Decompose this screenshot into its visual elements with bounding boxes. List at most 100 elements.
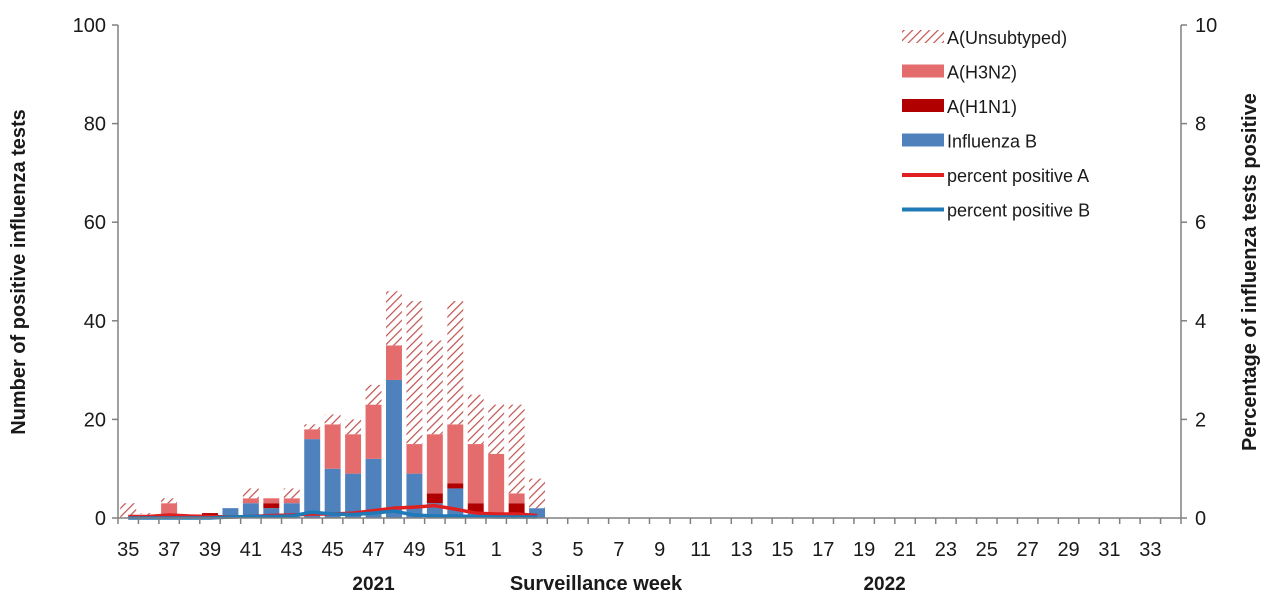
x-tick-label: 39 (199, 539, 221, 561)
x-tick-label: 29 (1057, 539, 1079, 561)
y-tick-label: 40 (84, 311, 106, 333)
y2-tick-label: 6 (1195, 212, 1206, 234)
y-tick-label: 0 (95, 508, 106, 530)
bar-influenza-b-48 (385, 379, 402, 518)
legend-label-influenza-b: Influenza B (947, 132, 1037, 152)
x-tick-label: 17 (812, 539, 834, 561)
bar-a-unsubtyped--49 (406, 301, 423, 445)
x-tick-label: 13 (730, 539, 752, 561)
axes (112, 24, 1187, 524)
bar-a-h3n2--41 (242, 498, 259, 504)
x-tick-label: 9 (654, 539, 665, 561)
x-tick-label: 27 (1017, 539, 1039, 561)
y-axis-title: Number of positive influenza tests (8, 109, 30, 435)
x-tick-label: 35 (117, 539, 139, 561)
x-tick-label: 49 (403, 539, 425, 561)
y2-axis-title: Percentage of influenza tests positive (1239, 93, 1261, 451)
x-tick-label: 43 (281, 539, 303, 561)
bar-a-h3n2--2 (508, 493, 525, 504)
y2-tick-label: 4 (1195, 311, 1206, 333)
bar-a-unsubtyped--43 (283, 488, 300, 499)
bar-a-h1n1--51 (447, 483, 464, 489)
y2-tick-label: 2 (1195, 409, 1206, 431)
x-tick-label: 19 (853, 539, 875, 561)
bar-a-unsubtyped--50 (426, 340, 443, 435)
bar-a-unsubtyped--2 (508, 404, 525, 494)
legend-label-a-h1n1-: A(H1N1) (947, 97, 1017, 117)
x-tick-label: 51 (444, 539, 466, 561)
bar-a-unsubtyped--41 (242, 488, 259, 499)
bar-a-unsubtyped--47 (365, 384, 382, 405)
bar-layer (120, 291, 546, 518)
bar-a-unsubtyped--1 (488, 404, 505, 454)
x-tick-label: 37 (158, 539, 180, 561)
bar-a-unsubtyped--3 (529, 478, 546, 509)
bar-a-h3n2--47 (365, 404, 382, 459)
bar-influenza-b-42 (263, 508, 280, 518)
y-tick-label: 80 (84, 114, 106, 136)
x-tick-label: 3 (532, 539, 543, 561)
y2-tick-label: 8 (1195, 114, 1206, 136)
bar-influenza-b-40 (222, 508, 239, 518)
x-tick-label: 1 (491, 539, 502, 561)
year-label-2021: 2021 (352, 574, 395, 595)
x-tick-label: 47 (362, 539, 384, 561)
y2-tick-label: 0 (1195, 508, 1206, 530)
x-axis-title: Surveillance week (510, 573, 683, 595)
x-tick-label: 15 (771, 539, 793, 561)
bar-a-h3n2--49 (406, 444, 423, 474)
bar-a-h1n1--2 (508, 503, 525, 514)
bar-a-h3n2--46 (345, 434, 362, 474)
bar-a-h1n1--52 (467, 503, 484, 514)
bar-a-unsubtyped--52 (467, 394, 484, 445)
bar-a-h3n2--48 (385, 345, 402, 380)
bar-a-h3n2--45 (324, 424, 341, 469)
bar-a-unsubtyped--46 (345, 419, 362, 435)
bar-a-h3n2--42 (263, 498, 280, 504)
bar-a-unsubtyped--44 (304, 424, 321, 430)
x-tick-label: 11 (690, 539, 711, 561)
bar-influenza-b-45 (324, 468, 341, 518)
x-tick-label: 5 (572, 539, 583, 561)
bar-a-unsubtyped--37 (161, 498, 178, 504)
bar-a-unsubtyped--51 (447, 301, 464, 425)
year-labels: 2021 2022 (352, 574, 905, 595)
x-tick-label: 31 (1098, 539, 1120, 561)
bar-influenza-b-3 (529, 508, 546, 518)
bar-influenza-b-41 (242, 503, 259, 518)
bar-a-h3n2--50 (426, 434, 443, 494)
y-tick-label: 20 (84, 409, 106, 431)
x-tick-label: 45 (322, 539, 344, 561)
x-tick-label: 41 (240, 539, 262, 561)
bar-influenza-b-46 (345, 473, 362, 518)
bar-a-h1n1--50 (426, 493, 443, 504)
bar-influenza-b-44 (304, 439, 321, 518)
bar-a-h3n2--51 (447, 424, 464, 484)
bar-a-h3n2--44 (304, 429, 321, 440)
bar-influenza-b-51 (447, 488, 464, 518)
legend-label-percent-positive-a: percent positive A (947, 166, 1089, 186)
bar-a-h1n1--42 (263, 503, 280, 509)
bar-a-unsubtyped--45 (324, 414, 341, 425)
x-tick-label: 7 (613, 539, 624, 561)
bar-influenza-b-47 (365, 458, 382, 518)
legend-swatch-a-unsubtyped- (902, 30, 944, 43)
x-tick-label: 33 (1139, 539, 1161, 561)
legend: A(Unsubtyped) A(H3N2) A(H1N1) Influenza B pe… (902, 28, 1090, 221)
bar-a-h3n2--52 (467, 444, 484, 504)
legend-swatch-influenza-b (902, 133, 944, 147)
bar-influenza-b-49 (406, 473, 423, 518)
legend-label-a-h3n2-: A(H3N2) (947, 63, 1017, 83)
bar-a-h3n2--43 (283, 498, 300, 504)
x-tick-label: 25 (976, 539, 998, 561)
bar-a-unsubtyped--35 (120, 503, 137, 518)
legend-label-a-unsubtyped-: A(Unsubtyped) (947, 28, 1067, 48)
y-tick-label: 60 (84, 212, 106, 234)
legend-swatch-a-h1n1- (902, 99, 944, 112)
bar-a-unsubtyped--48 (385, 291, 402, 346)
legend-swatch-a-h3n2- (902, 64, 944, 78)
x-tick-label: 21 (894, 539, 916, 561)
y2-tick-label: 10 (1195, 15, 1217, 37)
